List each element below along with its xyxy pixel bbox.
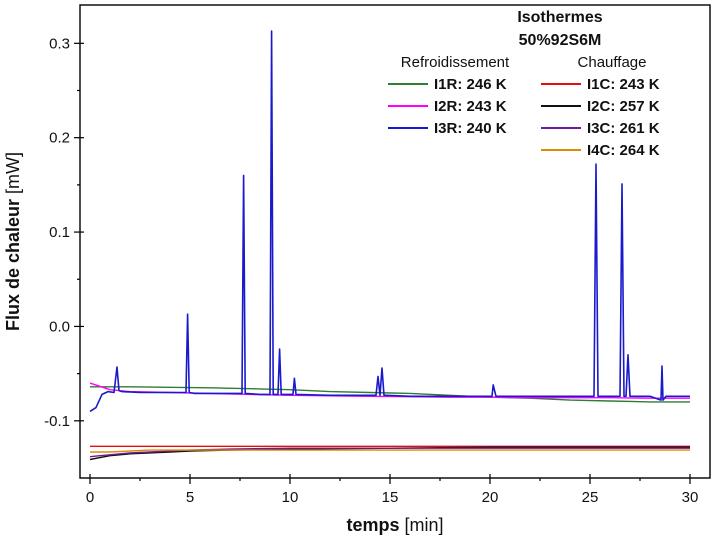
series-line-2 xyxy=(89,30,690,413)
legend-label-0: I1R: 246 K xyxy=(434,76,507,93)
legend-group-left-title: Refroidissement xyxy=(401,54,510,71)
legend-label-1: I2R: 243 K xyxy=(434,98,507,115)
y-axis-title-unit: [mW] xyxy=(3,152,23,199)
x-tick-label: 0 xyxy=(86,489,94,506)
y-axis-title-main: Flux de chaleur xyxy=(3,199,23,331)
legend-label-5: I3C: 261 K xyxy=(587,120,660,137)
legend-title-1: Isothermes xyxy=(517,9,602,26)
y-axis-title: Flux de chaleur [mW] xyxy=(3,152,23,331)
legend: Isothermes 50%92S6M Refroidissement Chauffa… xyxy=(388,9,660,159)
legend-group-right-title: Chauffage xyxy=(578,54,647,71)
y-tick-label: -0.1 xyxy=(44,413,70,430)
x-axis-title-unit: [min] xyxy=(400,515,444,535)
axis-titles: temps [min] Flux de chaleur [mW] xyxy=(3,152,444,535)
legend-label-2: I3R: 240 K xyxy=(434,120,507,137)
series-line-4 xyxy=(89,446,690,461)
legend-label-4: I2C: 257 K xyxy=(587,98,660,115)
x-tick-label: 5 xyxy=(186,489,194,506)
y-tick-label: 0.3 xyxy=(49,35,70,52)
x-axis-title-main: temps xyxy=(346,515,399,535)
x-tick-label: 10 xyxy=(282,489,299,506)
plot-frame xyxy=(79,4,711,479)
x-tick-label: 30 xyxy=(682,489,699,506)
x-tick-label: 25 xyxy=(582,489,599,506)
legend-label-3: I1C: 243 K xyxy=(587,76,660,93)
axes-layer: 0 5 10 15 20 25 30 -0.1 0.0 0.1 0.2 0.3 xyxy=(44,4,711,506)
y-tick-label: 0.0 xyxy=(49,318,70,335)
y-tick-label: 0.1 xyxy=(49,224,70,241)
x-tick-label: 20 xyxy=(482,489,499,506)
x-tick-label: 15 xyxy=(382,489,399,506)
series-line-6 xyxy=(90,449,690,453)
series-line-0 xyxy=(90,386,690,403)
x-axis-title: temps [min] xyxy=(346,515,443,535)
y-tick-label: 0.2 xyxy=(49,130,70,147)
legend-title-2: 50%92S6M xyxy=(519,32,602,49)
legend-label-6: I4C: 264 K xyxy=(587,142,660,159)
plot-area xyxy=(89,30,690,461)
